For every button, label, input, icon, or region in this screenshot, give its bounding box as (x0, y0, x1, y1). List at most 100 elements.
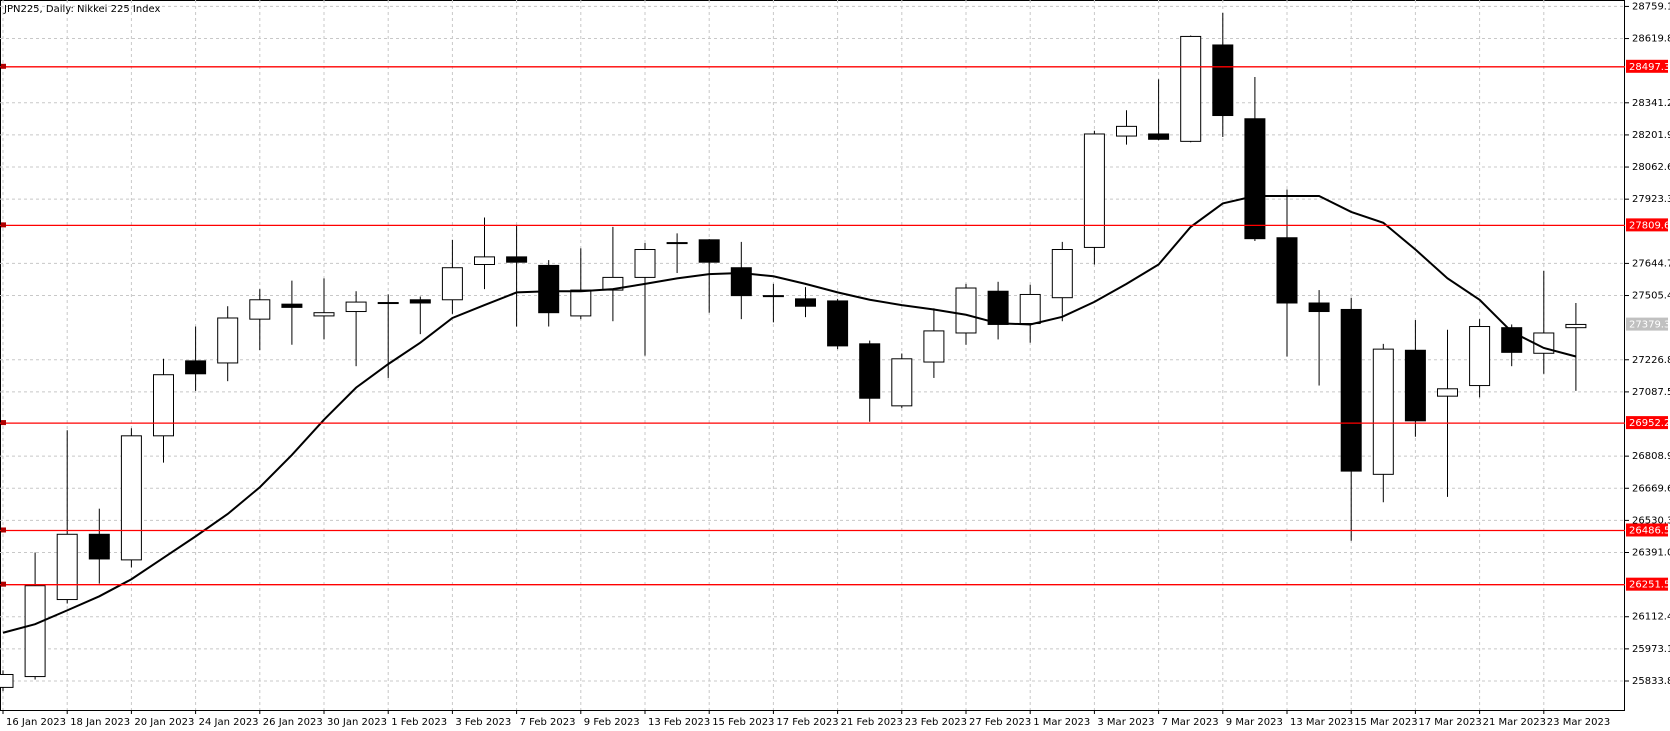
y-tick-label: 28619.8 (1632, 34, 1670, 45)
candle-body (0, 673, 14, 688)
y-tick-label: 27644.7 (1632, 258, 1670, 269)
level-label-box (1626, 523, 1668, 537)
candle-body (698, 239, 720, 263)
candle-body (1116, 125, 1137, 137)
y-tick-label: 26112.4 (1632, 612, 1670, 623)
x-tick-label: 18 Jan 2023 (70, 717, 130, 728)
x-tick-label: 30 Jan 2023 (327, 717, 387, 728)
candle-body (1404, 349, 1426, 422)
level-label-box (1626, 218, 1668, 232)
candle-body (1340, 308, 1362, 472)
candle-body (1469, 326, 1491, 387)
x-tick-label: 13 Mar 2023 (1290, 717, 1353, 728)
y-tick-label: 28341.2 (1632, 98, 1670, 109)
x-tick-label: 24 Jan 2023 (199, 717, 259, 728)
candle-body (730, 267, 752, 297)
candle-body (56, 533, 78, 601)
y-tick-label: 28759.1 (1632, 1, 1670, 12)
candle-body (1148, 133, 1170, 140)
level-label: 26952.2 (1629, 418, 1670, 429)
candle-body (153, 374, 174, 437)
candle-body (345, 301, 367, 313)
level-label-box (1626, 577, 1668, 591)
x-tick-label: 15 Mar 2023 (1354, 717, 1417, 728)
candle-body (538, 264, 560, 314)
candle-body (217, 317, 239, 364)
x-tick-label: 1 Mar 2023 (1033, 717, 1090, 728)
x-tick-label: 13 Feb 2023 (648, 717, 710, 728)
chart-title: JPN225, Daily: Nikkei 225 Index (3, 4, 160, 15)
candle-body (1212, 44, 1234, 117)
x-tick-label: 26 Jan 2023 (263, 717, 323, 728)
candle-body (24, 585, 46, 678)
candle-body (409, 299, 431, 304)
level-handle (1, 222, 6, 228)
level-label: 28497.3 (1629, 62, 1670, 73)
x-tick-label: 17 Mar 2023 (1418, 717, 1481, 728)
y-tick-label: 27226.8 (1632, 355, 1670, 366)
candle-body (570, 289, 592, 317)
candle-body (506, 256, 528, 263)
candle-body (281, 303, 303, 308)
candle-body (377, 302, 399, 305)
candle-body (1180, 35, 1202, 142)
y-tick-label: 26391.0 (1632, 548, 1670, 559)
level-label: 26486.5 (1629, 525, 1670, 536)
level-label: 27809.6 (1629, 220, 1670, 231)
candle-body (88, 533, 110, 560)
level-handle (1, 63, 6, 69)
candle-body (441, 267, 463, 301)
x-tick-label: 17 Feb 2023 (776, 717, 838, 728)
y-tick-label: 26530.3 (1632, 515, 1670, 526)
y-tick-label: 27923.3 (1632, 194, 1670, 205)
candle-body (923, 330, 945, 363)
x-tick-label: 7 Mar 2023 (1162, 717, 1219, 728)
y-tick-label: 26808.9 (1632, 451, 1670, 462)
y-tick-label: 27505.4 (1632, 291, 1670, 302)
candle-body (955, 287, 977, 334)
candle-body (185, 360, 207, 375)
level-label-box (1626, 416, 1668, 430)
candle-body (634, 249, 656, 278)
x-tick-label: 3 Feb 2023 (455, 717, 511, 728)
candle-body (827, 300, 849, 347)
level-label: 26251.5 (1629, 580, 1670, 591)
candle-body (120, 435, 142, 561)
candle-body (1308, 302, 1330, 313)
level-handle (1, 527, 6, 533)
level-label-box (1626, 59, 1668, 73)
x-tick-label: 21 Mar 2023 (1483, 717, 1546, 728)
candle-body (859, 343, 881, 399)
x-tick-label: 21 Feb 2023 (841, 717, 903, 728)
y-tick-label: 25973.1 (1632, 644, 1670, 655)
candle-body (987, 290, 1009, 325)
x-tick-label: 9 Mar 2023 (1226, 717, 1283, 728)
candle-body (1372, 348, 1394, 475)
candle-body (1437, 388, 1458, 397)
candle-body (1019, 293, 1041, 325)
candle-body (474, 256, 495, 265)
x-tick-label: 9 Feb 2023 (584, 717, 640, 728)
level-handle (1, 581, 6, 587)
x-tick-label: 20 Jan 2023 (134, 717, 194, 728)
candle-body (313, 312, 335, 317)
candle-body (1565, 323, 1587, 329)
y-tick-label: 28201.9 (1632, 130, 1670, 141)
x-tick-label: 1 Feb 2023 (391, 717, 447, 728)
x-tick-label: 27 Feb 2023 (969, 717, 1031, 728)
candle-body (249, 299, 271, 320)
x-tick-label: 16 Jan 2023 (6, 717, 66, 728)
candle-body (762, 295, 784, 298)
moving-average-line (2, 195, 1577, 634)
y-tick-label: 25833.8 (1632, 676, 1670, 687)
marks (0, 12, 1587, 692)
candle-body (1051, 249, 1073, 299)
candle-body (891, 358, 913, 407)
x-tick-label: 15 Feb 2023 (712, 717, 774, 728)
candle-body (1244, 118, 1266, 240)
candle-body (1083, 133, 1105, 248)
last-price-box (1626, 317, 1668, 331)
